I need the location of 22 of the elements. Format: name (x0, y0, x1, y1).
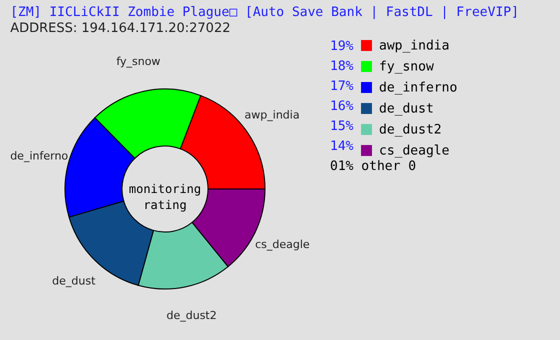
legend-label: de_dust2 (379, 122, 442, 138)
text: 01% other 0 (330, 159, 416, 174)
chart-title: [ZM] IICLiCkII Zombie Plague□ [Auto Save Bank | FastDL | FreeVIP] (10, 5, 519, 20)
legend-label: awp_india (379, 38, 450, 54)
slice-label: de_dust (52, 274, 96, 288)
data-label: 19% (330, 39, 354, 54)
slice-label: de_inferno (10, 149, 68, 162)
slice-label: cs_deagle (255, 238, 310, 251)
legend-label: de_inferno (379, 80, 458, 96)
data-label: 15% (330, 119, 354, 134)
data-label: 17% (330, 79, 354, 94)
legend-label: cs_deagle (379, 144, 450, 158)
data-label: 18% (330, 59, 354, 74)
legend-label: fy_snow (379, 60, 434, 74)
data-label: 16% (330, 99, 354, 114)
text: monitoring rating (128, 182, 202, 212)
chart-subtitle: ADDRESS: 194.164.171.20:27022 (10, 21, 230, 36)
legend-label: de_dust (379, 102, 434, 116)
slice-label: de_dust2 (166, 309, 217, 322)
slice-label: fy_snow (116, 54, 160, 68)
slice-label: awp_india (244, 108, 300, 122)
data-label: 14% (330, 139, 354, 154)
